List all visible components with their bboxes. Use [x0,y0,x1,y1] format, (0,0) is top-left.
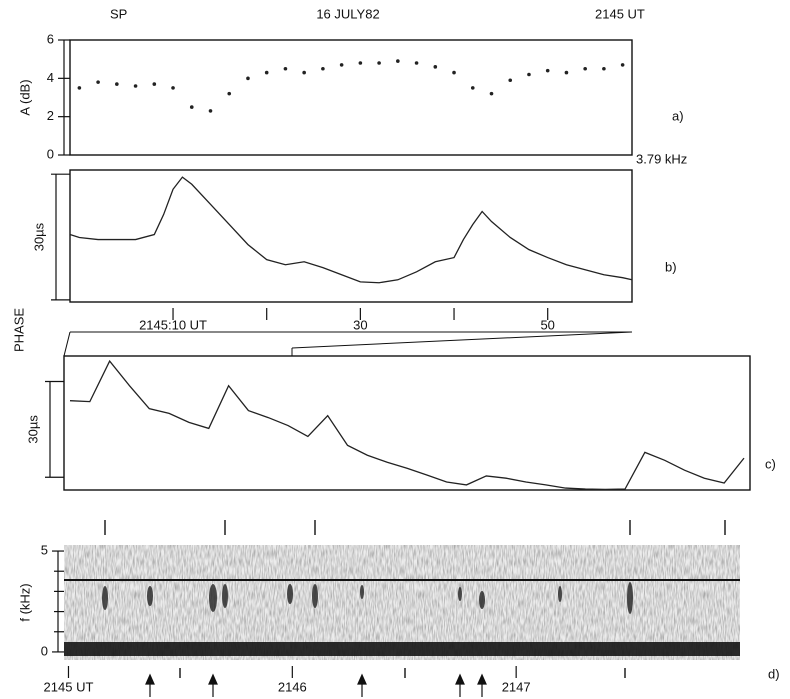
data-point [283,66,288,71]
y-tick-label: 6 [47,31,54,46]
trace [69,359,745,491]
data-point [527,72,531,77]
x-tick-label: 2145:10 UT [139,317,207,332]
data-point [396,59,400,63]
data-point [358,61,363,65]
data-point [208,109,213,113]
y-tick-label: 0 [41,643,48,658]
trace [69,176,633,284]
station-label: SP [110,6,127,21]
panel-label: b) [665,259,677,274]
scale-label: 30µs [31,222,46,251]
data-point [620,63,625,67]
time-label: 2145 UT [595,6,645,21]
data-point [489,91,494,96]
data-point [564,70,569,75]
data-point [377,61,381,65]
data-point [115,82,119,86]
data-point [414,61,419,65]
y-tick-label: 0 [47,146,54,161]
event-markers [104,520,726,678]
data-point [545,68,550,73]
spectrogram [64,545,740,660]
annotation: 3.79 kHz [636,151,687,166]
x-tick-label: 2145 UT [44,679,94,694]
zoom-connector [63,331,633,357]
y-axis-label: f (kHz) [17,583,32,621]
panel-label: a) [672,108,684,123]
data-point [77,86,82,90]
data-point [583,66,587,71]
y-tick-label: 2 [47,108,54,123]
scale-label: 30µs [25,415,40,444]
data-point [246,76,250,81]
data-point [189,105,194,109]
panel-frame [69,39,633,156]
date-label: 16 JULY82 [316,6,379,21]
panel-frame [69,169,633,303]
x-tick-label: 2146 [278,679,307,694]
data-point [302,70,306,75]
y-axis-label: A (dB) [17,79,32,115]
data-point [96,80,100,84]
panel-label: d) [768,666,780,681]
panel-frame [63,355,751,491]
data-point [321,66,325,71]
panel-label: c) [765,456,776,471]
data-point [227,91,232,96]
data-point [470,86,475,90]
data-point [264,70,269,75]
y-tick-label: 4 [47,70,54,85]
data-point [171,86,175,90]
x-tick-label: 50 [540,317,554,332]
phase-label: PHASE [11,308,26,352]
data-point [508,78,513,83]
y-tick-label: 5 [41,542,48,557]
data-point [433,65,438,69]
data-point [152,82,157,86]
data-point [339,63,344,67]
x-tick-label: 30 [353,317,367,332]
x-tick-label: 2147 [502,679,531,694]
data-point [452,70,456,75]
data-point [602,66,606,71]
data-point [133,84,138,88]
event-arrows [145,673,487,697]
